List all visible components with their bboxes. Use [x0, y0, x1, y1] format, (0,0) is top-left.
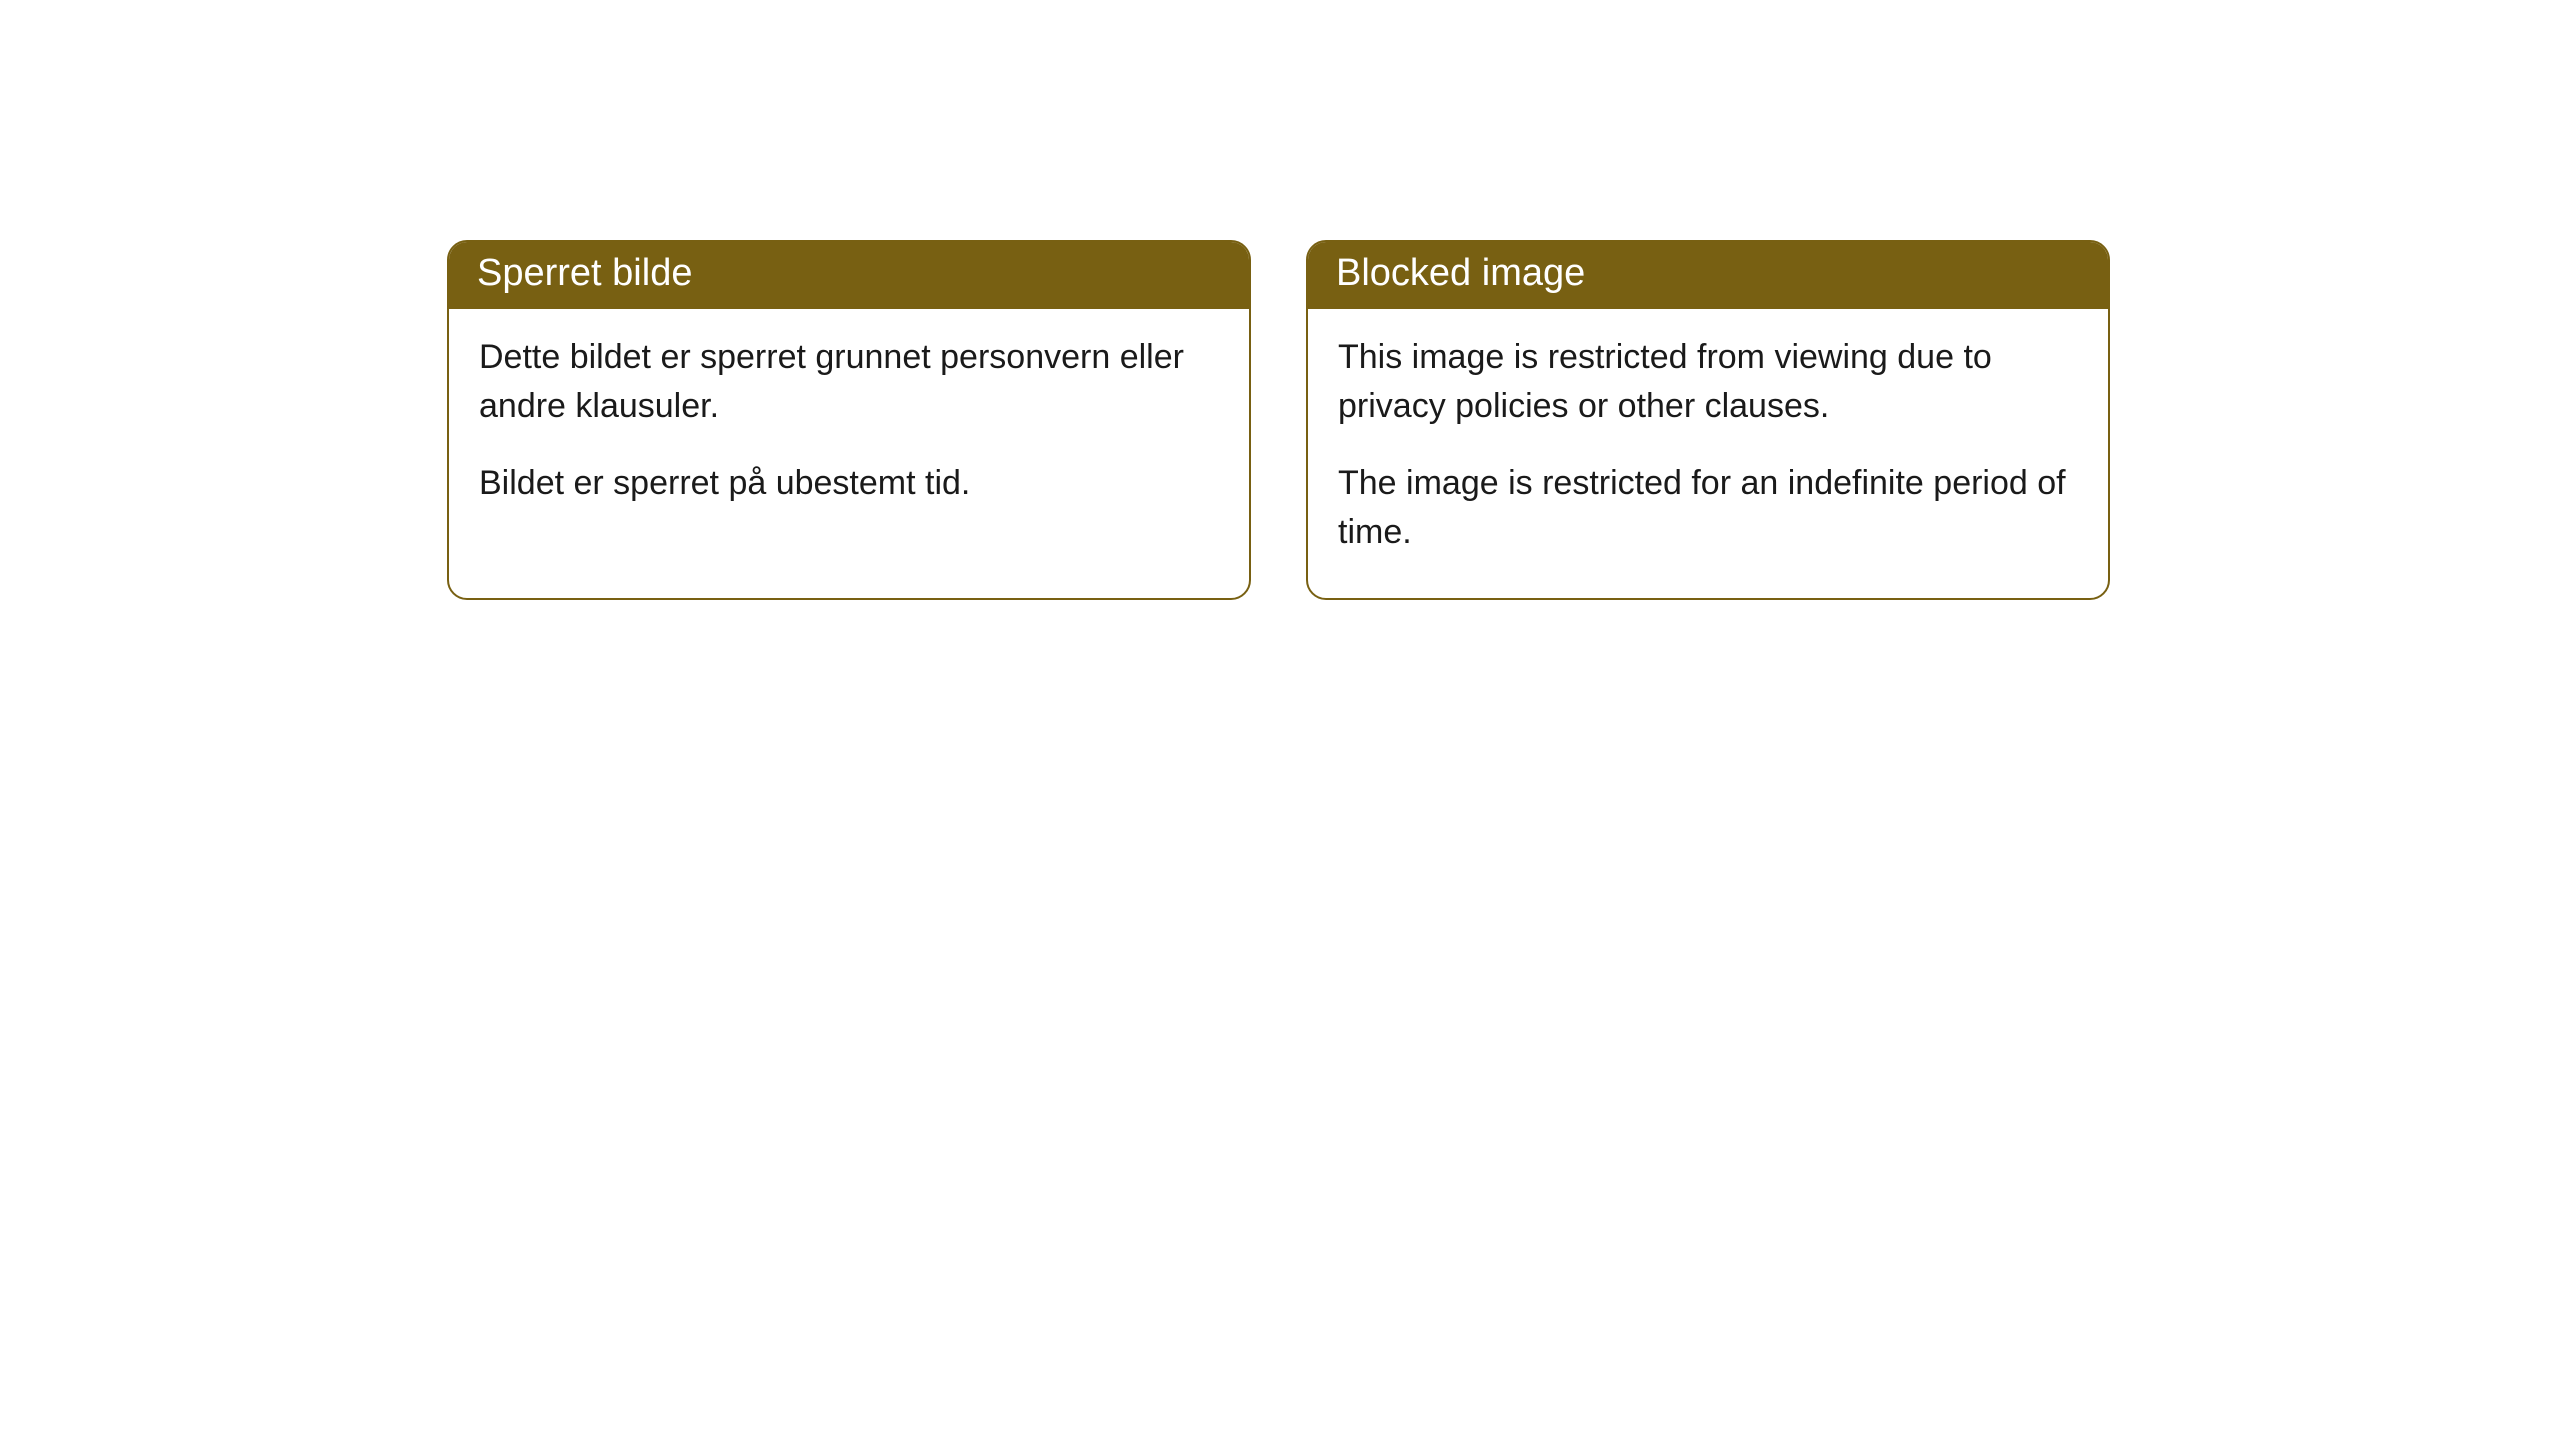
card-paragraph: Bildet er sperret på ubestemt tid.: [479, 459, 1219, 508]
card-body: This image is restricted from viewing du…: [1308, 309, 2108, 598]
card-header: Sperret bilde: [449, 242, 1249, 309]
notice-cards-container: Sperret bilde Dette bildet er sperret gr…: [0, 0, 2560, 600]
card-paragraph: The image is restricted for an indefinit…: [1338, 459, 2078, 558]
card-paragraph: Dette bildet er sperret grunnet personve…: [479, 333, 1219, 432]
card-paragraph: This image is restricted from viewing du…: [1338, 333, 2078, 432]
card-body: Dette bildet er sperret grunnet personve…: [449, 309, 1249, 549]
card-header: Blocked image: [1308, 242, 2108, 309]
notice-card-norwegian: Sperret bilde Dette bildet er sperret gr…: [447, 240, 1251, 600]
notice-card-english: Blocked image This image is restricted f…: [1306, 240, 2110, 600]
